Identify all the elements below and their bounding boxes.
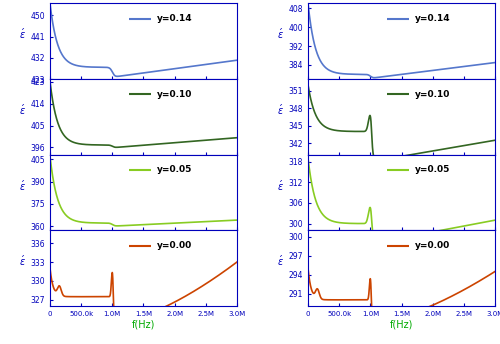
Text: y=0.00: y=0.00: [414, 241, 450, 250]
Text: y=0.05: y=0.05: [156, 165, 192, 174]
X-axis label: f(Hz): f(Hz): [132, 320, 155, 330]
Y-axis label: $\'{\epsilon}$: $\'{\epsilon}$: [276, 254, 283, 268]
Y-axis label: $\'{\epsilon}$: $\'{\epsilon}$: [18, 179, 26, 193]
X-axis label: f(Hz): f(Hz): [390, 320, 413, 330]
Y-axis label: $\'{\epsilon}$: $\'{\epsilon}$: [276, 103, 283, 117]
Y-axis label: $\'{\epsilon}$: $\'{\epsilon}$: [276, 179, 283, 193]
Text: y=0.14: y=0.14: [414, 14, 450, 23]
Y-axis label: $\'{\epsilon}$: $\'{\epsilon}$: [18, 27, 26, 41]
Y-axis label: $\'{\epsilon}$: $\'{\epsilon}$: [18, 254, 26, 268]
Text: y=0.00: y=0.00: [156, 241, 192, 250]
Y-axis label: $\'{\epsilon}$: $\'{\epsilon}$: [18, 103, 26, 117]
Text: y=0.10: y=0.10: [156, 90, 192, 99]
Text: y=0.05: y=0.05: [414, 165, 450, 174]
Y-axis label: $\'{\epsilon}$: $\'{\epsilon}$: [276, 27, 283, 41]
Text: y=0.10: y=0.10: [414, 90, 450, 99]
Text: y=0.14: y=0.14: [156, 14, 192, 23]
